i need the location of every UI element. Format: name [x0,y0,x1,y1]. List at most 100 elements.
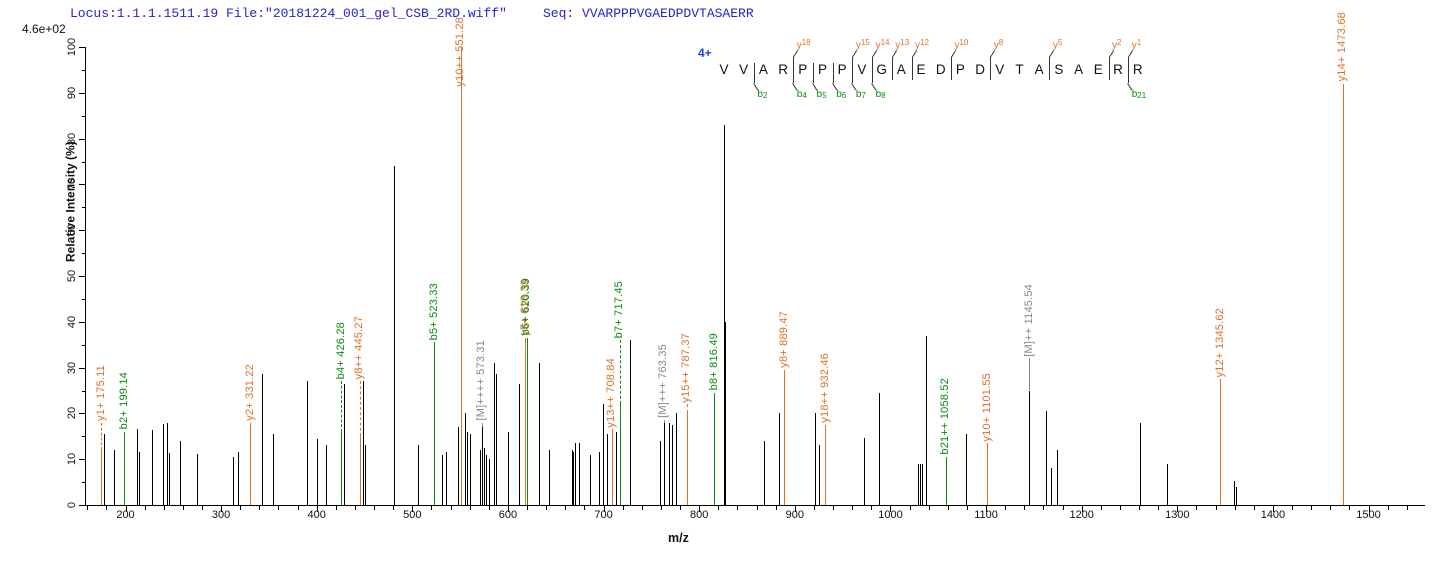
b-ion-label: b21 [1131,89,1147,100]
x-tick-label: 1300 [1165,509,1190,521]
x-minor-tick [335,506,337,510]
fragment-peak-y [525,340,526,505]
x-minor-tick [393,506,395,510]
x-minor-tick [1311,506,1313,510]
b-ion-label: b4 [796,89,807,100]
spectrum-peak [926,335,928,505]
x-minor-tick [1215,506,1217,510]
peak-label: y8+ 889.47 [777,311,790,368]
x-minor-tick [144,506,146,510]
spectrum-peak [417,445,419,505]
spectrum-peak [1057,450,1059,505]
spectrum-peak [306,381,308,505]
x-tick-label: 700 [594,509,613,521]
peak-label: b8+ 816.49 [707,333,720,391]
x-minor-tick [584,506,586,510]
x-minor-tick [966,506,968,510]
spectrum-peak [393,166,395,505]
residue-letter: E [1093,62,1103,77]
y-major-tick [79,505,85,506]
y-tick-label: 20 [66,407,78,420]
y-tick-label: 90 [66,86,78,99]
b-ion-number: 8 [881,91,886,100]
spectrum-peak [518,383,520,505]
spectrum-peak [548,450,550,505]
y-ion-number: 5 [1057,38,1063,47]
peak-label: b6+ 620.39 [520,278,533,336]
spectrum-peak [615,431,617,505]
fragment-peak-y [611,431,613,505]
spectrum-peak [151,430,153,505]
x-major-tick [1177,506,1179,512]
cleavage-mark-line [852,57,854,83]
x-minor-tick [1196,506,1198,510]
x-minor-tick [1119,506,1121,510]
x-tick-label: 300 [211,509,231,521]
spectrum-peak [446,452,448,505]
peak-label: b7+ 717.45 [613,280,626,339]
spectrum-peak [864,437,866,505]
x-tick-label: 1500 [1356,509,1381,521]
x-minor-tick [1158,506,1160,510]
x-tick-label: 1400 [1260,509,1286,521]
x-minor-tick [1292,506,1294,510]
spectrum-peak [103,433,105,505]
y-ion-number: 15 [860,38,870,47]
y-tick-label: 50 [66,269,78,283]
precursor-charge-label: 4+ [698,46,712,60]
x-minor-tick [87,506,89,510]
x-minor-tick [546,506,548,510]
spectrum-peak [603,404,605,505]
spectrum-peak [486,454,488,505]
x-minor-tick [641,506,643,510]
fragment-peak-y [359,436,361,505]
fragment-peak-y [1342,83,1344,505]
spectrum-peak [167,422,169,505]
fragment-peak-y [686,413,688,505]
x-major-tick [221,506,223,512]
y-minor-tick [81,298,85,300]
spectrum-peak [196,453,198,505]
cleavage-mark-line [1108,57,1110,80]
residue-letter: E [916,62,926,77]
x-minor-tick [928,506,930,510]
x-minor-tick [1024,506,1026,510]
y-cleavage-diagonal [1128,50,1134,58]
residue-letter: D [935,62,946,77]
y-minor-tick [81,482,85,484]
y-minor-tick [81,253,85,255]
spectrum-peak [273,434,275,505]
b-ion-number: 5 [822,91,827,100]
x-minor-tick [1406,506,1408,510]
y-ion-number: 8 [998,38,1004,47]
spectrum-peak [233,456,235,505]
y-minor-tick [81,436,85,438]
spectrum-peak [573,452,575,505]
y-ion-number: 2 [1117,38,1122,47]
peak-label-connector [611,429,613,432]
spectrum-peak [168,452,170,505]
cleavage-mark-line [793,57,795,83]
fragment-peak-M [663,422,665,505]
fragment-peak-b [714,395,716,505]
spectrum-peak [261,374,263,505]
x-minor-tick [488,506,490,510]
cleavage-mark-line [1049,57,1051,80]
x-minor-tick [680,506,682,510]
y-ion-label: y10 [954,38,969,51]
x-minor-tick [565,506,567,510]
residue-letter: A [1034,62,1044,77]
fragment-peak-y [784,372,786,505]
y-minor-tick [81,207,85,209]
fragment-peak-M [1029,390,1031,505]
x-minor-tick [1100,506,1102,510]
peak-label-connector [686,404,688,414]
fragment-peak-y [460,47,462,505]
b-ion-label: b5 [816,89,827,100]
x-minor-tick [775,506,777,510]
peak-label-connector [1220,379,1222,382]
x-minor-tick [297,506,299,510]
x-minor-tick [1005,506,1007,510]
b-ion-number: 2 [762,91,768,100]
peak-label-connector [619,340,621,405]
